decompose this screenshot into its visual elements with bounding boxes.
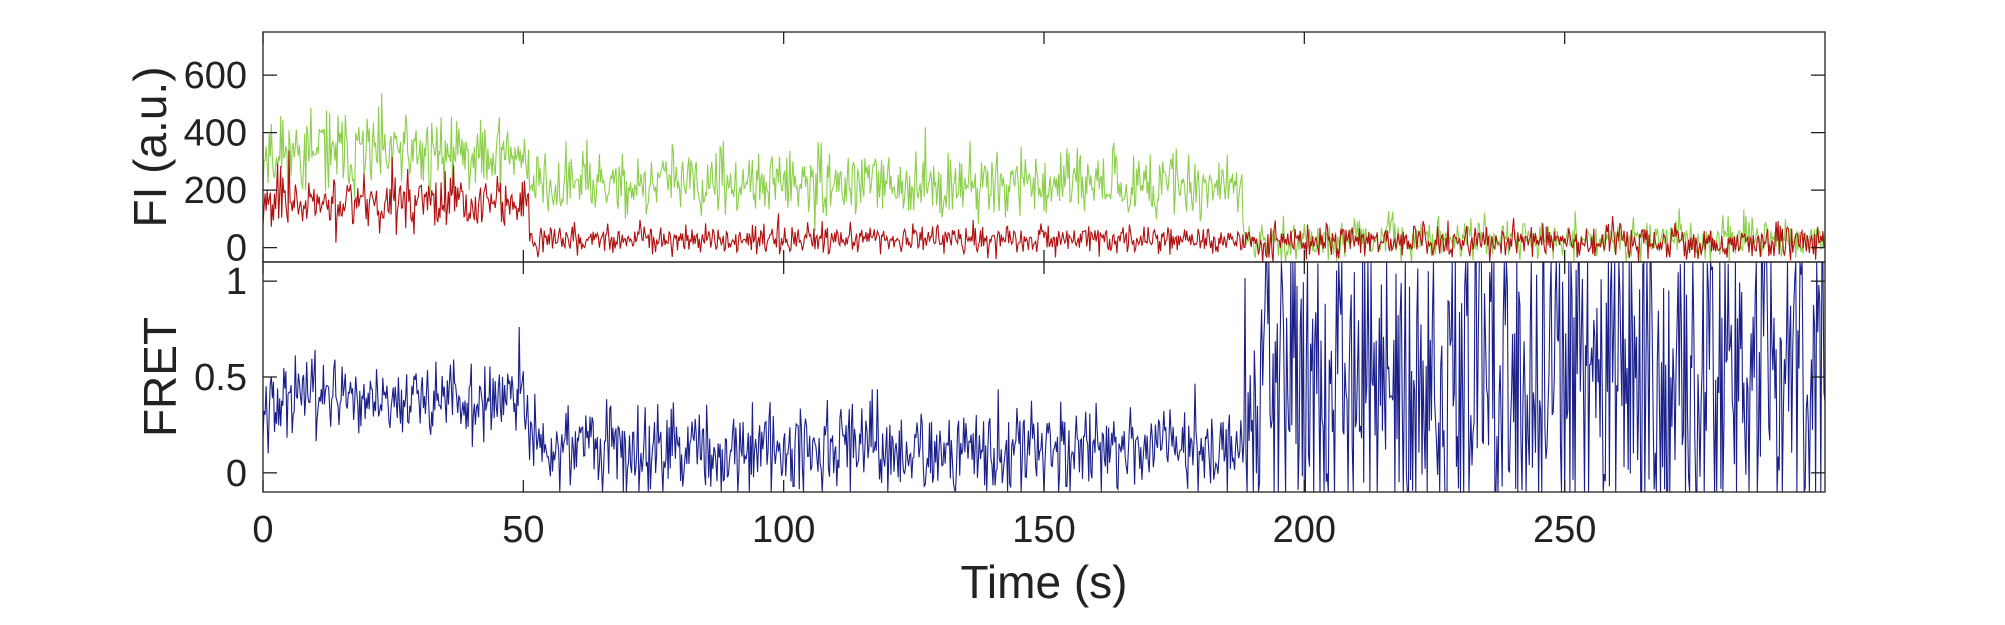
fret-y-tick-label: 0 xyxy=(226,453,247,495)
time-x-tick-label: 0 xyxy=(252,509,273,551)
fret-panel: 00.51 0 50 100 150 200 250 FRET Time (s) xyxy=(134,261,1826,608)
fret-y-tick-label: 1 xyxy=(226,261,247,303)
fluorescence-series-1-line xyxy=(262,150,1826,263)
fluorescence-y-ticks: 0 200 400 600 xyxy=(184,55,1825,270)
fluorescence-y-tick-label: 600 xyxy=(184,55,247,97)
fluorescence-y-axis-label: FI (a.u.) xyxy=(124,66,176,227)
fret-y-axis-label: FRET xyxy=(134,317,186,437)
time-x-tick-label: 200 xyxy=(1273,509,1336,551)
fluorescence-y-tick-label: 0 xyxy=(226,228,247,270)
fret-y-ticks: 00.51 xyxy=(194,261,1825,495)
fluorescence-y-tick-label: 200 xyxy=(184,170,247,212)
time-x-axis-label: Time (s) xyxy=(961,556,1128,608)
fluorescence-traces xyxy=(262,93,1826,263)
fluorescence-panel: 0 200 400 600 FI (a.u.) xyxy=(124,31,1826,270)
time-x-tick-label: 250 xyxy=(1533,509,1596,551)
fret-y-tick-label: 0.5 xyxy=(194,357,247,399)
time-x-tick-label: 50 xyxy=(502,509,544,551)
time-x-tick-label: 100 xyxy=(752,509,815,551)
fluorescence-y-tick-label: 400 xyxy=(184,113,247,155)
fluorescence-series-0-line xyxy=(262,93,1826,263)
time-x-tick-label: 150 xyxy=(1012,509,1075,551)
time-x-ticks: 0 50 100 150 200 250 xyxy=(252,509,1596,551)
